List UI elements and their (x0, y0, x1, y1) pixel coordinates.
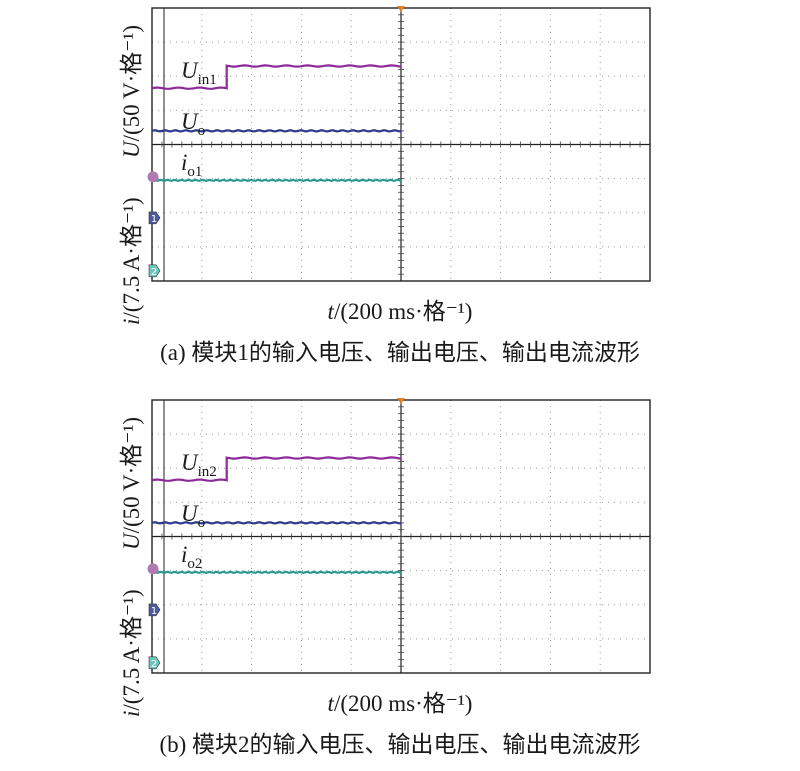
channel-marker (148, 656, 161, 670)
trace-U-in1 (151, 64, 402, 90)
trace-U-o (151, 129, 402, 133)
x-axis-label: t/(200 ms·格⁻¹) (327, 299, 473, 324)
channel-marker (148, 264, 161, 278)
trigger-marker (397, 398, 405, 404)
channel-marker-label: 1 (151, 214, 157, 225)
oscilloscope-plot-b: 12 (147, 398, 651, 674)
trace-U-o (151, 521, 402, 525)
trace-i-o1 (151, 178, 402, 183)
trace-label-uin2: Uin2 (181, 450, 217, 480)
trace-label-uo: Uo (181, 501, 206, 531)
channel-marker-label: 1 (151, 606, 157, 617)
channel-marker (148, 211, 161, 225)
x-axis-label: t/(200 ms·格⁻¹) (327, 691, 473, 716)
y-axis-label-voltage: U/(50 V·格⁻¹) (119, 417, 144, 550)
channel-marker-label: 2 (151, 659, 157, 670)
channel-marker (148, 603, 161, 617)
trace-label-io2: io2 (181, 542, 203, 572)
trace-label-uo: Uo (181, 109, 206, 139)
oscilloscope-plot-a: 12 (147, 6, 651, 282)
channel-marker-label: 2 (151, 267, 157, 278)
y-axis-label-voltage: U/(50 V·格⁻¹) (119, 25, 144, 158)
trace-label-io1: io1 (181, 150, 203, 180)
figure-caption-a: (a) 模块1的输入电压、输出电压、输出电流波形 (160, 340, 640, 365)
figure-caption-b: (b) 模块2的输入电压、输出电压、输出电流波形 (159, 732, 641, 757)
channel-marker (147, 171, 159, 183)
trace-U-in2 (151, 456, 402, 482)
channel-marker (147, 563, 159, 575)
trigger-marker (397, 6, 405, 12)
trace-label-uin1: Uin1 (181, 58, 217, 88)
trace-i-o2 (151, 570, 402, 575)
